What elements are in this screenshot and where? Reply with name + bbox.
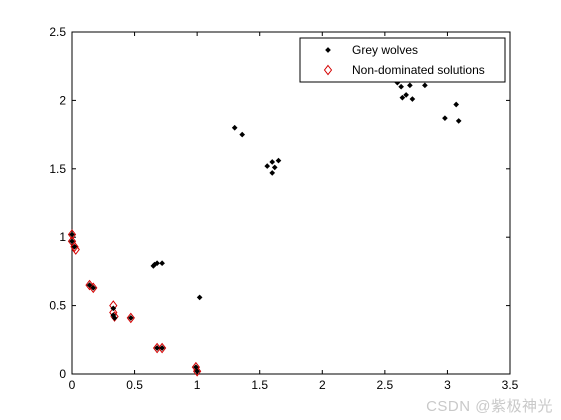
x-tick-label: 3.5 bbox=[502, 378, 519, 392]
x-tick-label: 1.5 bbox=[251, 378, 268, 392]
grey-wolf-point bbox=[111, 315, 118, 321]
grey-wolf-point bbox=[86, 282, 93, 288]
y-tick-label: 0.5 bbox=[49, 299, 66, 313]
legend-marker bbox=[323, 64, 333, 76]
grey-wolf-point bbox=[264, 163, 271, 169]
ticks-layer: 0 0.5 1 1.5 2 2.5 3 3.5 0 0.5 1 1.5 2 2.5 bbox=[49, 25, 518, 392]
grey-wolf-point bbox=[194, 368, 200, 375]
grey-wolf-point bbox=[127, 315, 134, 321]
legend-label: Grey wolves bbox=[352, 43, 418, 57]
x-tick-label: 2 bbox=[319, 378, 326, 392]
grey-wolf-point bbox=[110, 305, 117, 312]
grey-wolf-point bbox=[71, 243, 78, 250]
grey-wolf-point bbox=[154, 260, 160, 267]
x-tick-label: 3 bbox=[444, 378, 451, 392]
grey-wolf-point bbox=[398, 83, 404, 90]
non-dominated-point bbox=[157, 342, 167, 354]
grey-wolf-point bbox=[90, 284, 97, 291]
grey-wolf-point bbox=[399, 94, 406, 101]
grey-wolf-point bbox=[69, 238, 75, 245]
non-dominated-point bbox=[85, 279, 94, 291]
grey-wolf-point bbox=[275, 157, 282, 164]
grey-wolf-point bbox=[239, 131, 246, 138]
grey-wolf-point bbox=[159, 345, 165, 351]
non-dominated-point bbox=[70, 241, 79, 253]
y-tick-label: 1 bbox=[59, 230, 66, 244]
legend-label: Non-dominated solutions bbox=[352, 63, 485, 77]
grey-wolf-point bbox=[69, 231, 75, 238]
grey-wolf-point bbox=[269, 159, 276, 165]
watermark-text: CSDN @紫极神光 bbox=[426, 398, 553, 415]
grey-wolf-point bbox=[453, 101, 460, 108]
grey-wolf-point bbox=[442, 115, 448, 122]
grey-wolf-point bbox=[422, 82, 428, 89]
grey-wolf-point bbox=[193, 364, 199, 370]
grey-wolf-point bbox=[196, 294, 203, 301]
grey-wolf-point bbox=[231, 124, 238, 131]
y-tick-label: 1.5 bbox=[49, 162, 66, 176]
grey-wolf-point bbox=[271, 164, 278, 171]
non-dominated-point bbox=[193, 365, 202, 377]
legend-box bbox=[299, 37, 506, 83]
non-dominated-point bbox=[126, 312, 135, 324]
grey-wolf-point bbox=[407, 82, 413, 89]
y-tick-label: 2 bbox=[59, 93, 66, 107]
x-tick-label: 2.5 bbox=[377, 378, 394, 392]
grey-wolf-point bbox=[455, 118, 462, 124]
grey-wolf-point bbox=[154, 345, 160, 351]
grey-wolf-point bbox=[159, 260, 165, 267]
grey-wolf-point bbox=[409, 96, 416, 102]
axes-box bbox=[71, 31, 511, 375]
grey-wolf-point bbox=[403, 92, 409, 98]
legend: Grey wolves Non-dominated solutions bbox=[299, 37, 506, 83]
x-tick-label: 0.5 bbox=[126, 378, 143, 392]
y-tick-label: 2.5 bbox=[49, 25, 66, 39]
y-tick-label: 0 bbox=[59, 367, 66, 381]
points-layer bbox=[67, 37, 462, 377]
x-tick-label: 1 bbox=[194, 378, 201, 392]
grey-wolf-point bbox=[269, 170, 276, 176]
x-tick-label: 0 bbox=[69, 378, 76, 392]
